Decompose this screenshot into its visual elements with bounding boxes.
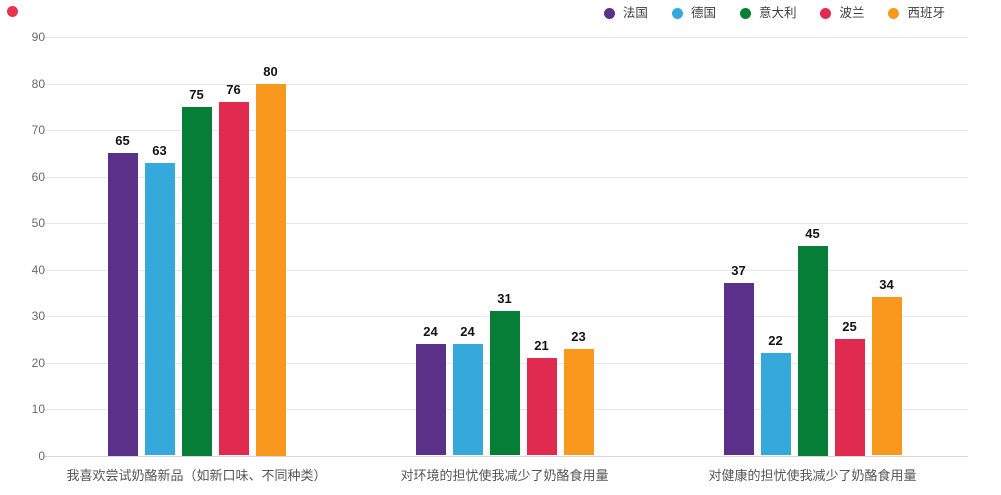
legend-item[interactable]: 西班牙 — [888, 7, 945, 20]
legend-item-label: 波兰 — [839, 6, 865, 20]
red-dot-marker — [7, 6, 18, 17]
y-axis-tick-label: 60 — [31, 169, 45, 184]
bar — [181, 106, 212, 456]
x-axis-category-label: 对健康的担忧使我减少了奶酪食用量 — [708, 468, 917, 483]
y-axis-tick-label: 30 — [31, 309, 45, 323]
y-axis-tick-label: 70 — [31, 123, 45, 137]
bar-value-label: 80 — [263, 63, 278, 79]
legend-item-label: 德国 — [690, 6, 716, 20]
gridline — [43, 130, 968, 131]
gridline — [43, 37, 968, 38]
gridline — [43, 223, 968, 224]
y-axis-tick-label: 20 — [31, 355, 45, 370]
y-axis-tick-label: 10 — [31, 402, 45, 416]
legend-item[interactable]: 波兰 — [820, 7, 864, 20]
bar-value-label: 37 — [731, 263, 746, 279]
x-axis-category-label: 我喜欢尝试奶酪新品（如新口味、不同种类） — [66, 468, 327, 483]
bar-value-label: 65 — [115, 133, 130, 149]
legend-item[interactable]: 德国 — [671, 6, 716, 20]
legend-color-dot-icon — [603, 7, 615, 19]
bar-value-label: 63 — [152, 142, 167, 158]
bar — [526, 357, 557, 456]
bar — [563, 348, 594, 456]
bar — [218, 102, 249, 456]
legend-item-label: 法国 — [622, 6, 648, 20]
legend-color-dot-icon — [739, 7, 751, 19]
y-axis-tick-label: 40 — [31, 262, 45, 277]
x-axis-category-label: 对环境的担忧使我减少了奶酪食用量 — [400, 468, 609, 483]
bar — [871, 297, 902, 456]
legend-item[interactable]: 法国 — [603, 6, 648, 20]
bar-value-label: 34 — [879, 277, 894, 293]
gridline — [43, 455, 968, 457]
bar — [834, 339, 865, 456]
bar-value-label: 24 — [423, 323, 438, 339]
chart-legend: 法国 德国 意大利 波兰 西班牙 — [603, 6, 945, 20]
legend-color-dot-icon — [820, 7, 832, 19]
legend-item-label: 意大利 — [758, 6, 797, 20]
legend-color-dot-icon — [888, 7, 900, 19]
y-axis-tick-label: 50 — [31, 216, 45, 230]
bar — [760, 353, 791, 456]
bar-value-label: 24 — [460, 323, 475, 339]
bar — [452, 343, 483, 456]
bar-value-label: 45 — [805, 226, 820, 242]
gridline — [43, 269, 968, 271]
bar — [723, 283, 754, 456]
bar — [107, 153, 138, 456]
bar-value-label: 75 — [189, 86, 204, 102]
y-axis-tick-label: 80 — [31, 76, 45, 91]
bar — [144, 162, 175, 456]
bar-value-label: 31 — [497, 291, 512, 307]
y-axis-tick-label: 90 — [31, 30, 45, 44]
y-axis-tick-label: 0 — [38, 448, 45, 463]
bar-value-label: 21 — [534, 337, 549, 353]
bar-value-label: 25 — [842, 319, 857, 335]
legend-item-label: 西班牙 — [907, 6, 945, 20]
bar-value-label: 23 — [571, 328, 586, 344]
legend-item[interactable]: 意大利 — [739, 6, 797, 20]
bar — [797, 246, 828, 456]
legend-color-dot-icon — [671, 7, 683, 19]
gridline — [43, 176, 968, 178]
bar — [415, 343, 446, 456]
gridline — [43, 83, 968, 85]
bar-value-label: 76 — [226, 82, 241, 98]
bar-value-label: 22 — [768, 333, 783, 349]
bar — [489, 311, 520, 456]
bar — [255, 83, 286, 456]
